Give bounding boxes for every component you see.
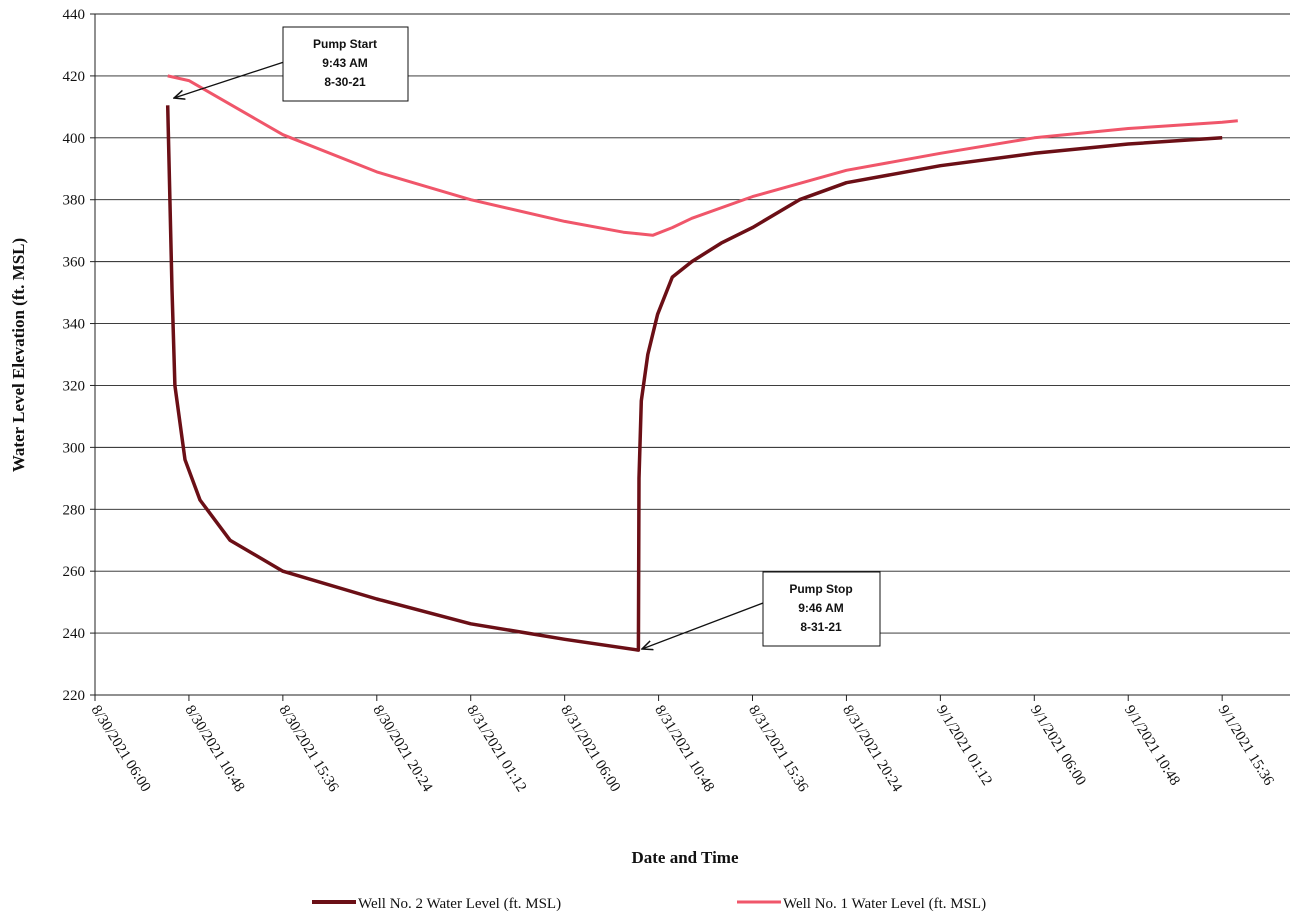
annotation-text: Pump Stop	[789, 582, 852, 596]
y-tick-label: 220	[63, 688, 86, 704]
y-tick-label: 240	[63, 626, 86, 642]
annotation-box	[762, 571, 881, 647]
x-axis-title: Date and Time	[631, 848, 739, 867]
legend-label: Well No. 1 Water Level (ft. MSL)	[783, 896, 986, 912]
y-tick-label: 340	[63, 317, 86, 333]
annotation-text: Pump Start	[313, 37, 377, 51]
y-tick-label: 260	[63, 564, 86, 580]
x-tick-label: 8/31/2021 20:24	[839, 703, 905, 796]
x-tick-label: 9/1/2021 15:36	[1215, 703, 1277, 789]
legend-label: Well No. 2 Water Level (ft. MSL)	[358, 896, 561, 912]
x-tick-label: 9/1/2021 10:48	[1121, 703, 1183, 789]
y-tick-label: 320	[63, 378, 86, 394]
legend: Well No. 2 Water Level (ft. MSL) Well No.…	[312, 896, 986, 912]
y-tick-label: 380	[63, 193, 86, 209]
annotation: Pump Stop 9:46 AM 8-31-21	[642, 571, 881, 649]
x-tick-label: 8/30/2021 20:24	[369, 703, 435, 796]
x-tick-label: 8/31/2021 01:12	[463, 703, 529, 795]
x-tick-label: 8/30/2021 10:48	[182, 703, 248, 795]
y-tick-label: 300	[63, 440, 86, 456]
annotation: Pump Start 9:43 AM 8-30-21	[174, 26, 409, 102]
x-tick-label: 8/31/2021 10:48	[651, 703, 717, 795]
annotation-arrow	[174, 61, 285, 98]
y-tick-label: 420	[63, 69, 86, 85]
x-tick-label: 8/30/2021 06:00	[88, 703, 154, 795]
y-tick-label: 280	[63, 502, 86, 518]
x-tick-label: 8/31/2021 15:36	[745, 703, 811, 796]
annotation-text: 8-31-21	[800, 620, 842, 634]
y-tick-label: 360	[63, 255, 86, 271]
annotation-text: 9:43 AM	[322, 56, 368, 70]
x-tick-label: 8/31/2021 06:00	[557, 703, 623, 795]
plot-area: 220 240 260 280 300 320 340 360 380 400 420 440 8/30…	[63, 7, 1290, 796]
series-line	[167, 74, 1238, 237]
annotation-text: 9:46 AM	[798, 601, 844, 615]
series-line	[165, 105, 1223, 652]
y-tick-label: 440	[63, 7, 86, 23]
annotation-text: 8-30-21	[324, 75, 366, 89]
y-tick-label: 400	[63, 131, 86, 147]
x-tick-label: 9/1/2021 06:00	[1027, 703, 1089, 789]
y-axis-title: Water Level Elevation (ft. MSL)	[9, 238, 28, 472]
x-tick-label: 8/30/2021 15:36	[275, 703, 341, 796]
x-tick-label: 9/1/2021 01:12	[933, 703, 995, 789]
annotation-arrow	[642, 602, 764, 649]
annotation-box	[282, 26, 409, 102]
